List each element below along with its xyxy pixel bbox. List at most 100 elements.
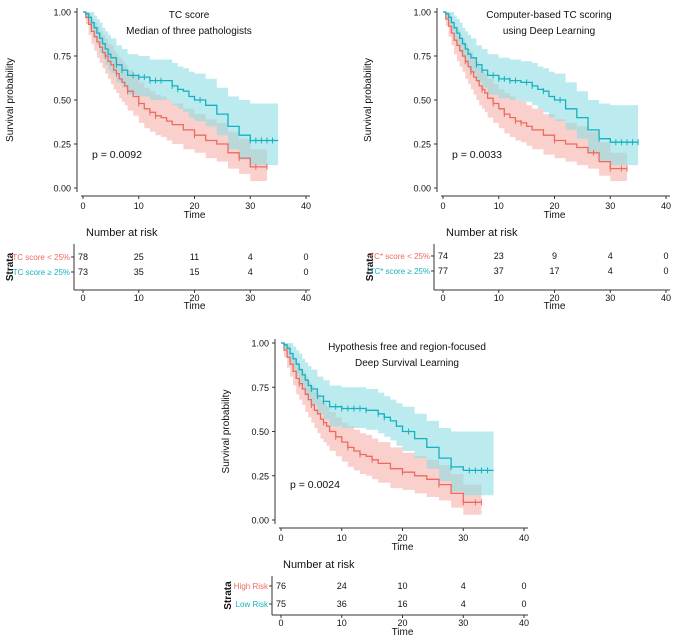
chart-title-line: Deep Survival Learning xyxy=(355,358,459,369)
risk-count: 78 xyxy=(78,252,88,262)
risk-x-axis-label: Time xyxy=(184,301,206,312)
risk-x-tick-label: 0 xyxy=(80,293,85,303)
risk-x-axis-label: Time xyxy=(392,627,414,637)
risk-count: 35 xyxy=(134,267,144,277)
y-axis-label: Survival probability xyxy=(5,58,16,142)
survival-curve-cyan xyxy=(281,342,494,472)
x-tick-label: 40 xyxy=(519,533,529,543)
x-tick-label: 0 xyxy=(80,201,85,211)
risk-count: 11 xyxy=(190,252,199,262)
x-tick-label: 20 xyxy=(189,201,199,211)
p-value: p = 0.0033 xyxy=(452,149,502,161)
x-tick-label: 40 xyxy=(301,201,311,211)
risk-count: 74 xyxy=(438,251,448,261)
risk-count: 0 xyxy=(521,581,526,591)
y-axis-label: Survival probability xyxy=(363,58,374,142)
y-tick-label: 0.75 xyxy=(53,52,71,62)
y-tick-label: 0.00 xyxy=(251,516,269,526)
risk-count: 36 xyxy=(337,599,347,609)
risk-x-tick-label: 20 xyxy=(549,293,559,303)
x-tick-label: 30 xyxy=(605,201,615,211)
risk-count: 4 xyxy=(248,267,253,277)
x-tick-label: 20 xyxy=(549,201,559,211)
risk-row-label: TC score < 25% xyxy=(12,253,70,262)
risk-count: 0 xyxy=(303,267,308,277)
risk-count: 10 xyxy=(397,581,407,591)
risk-table-title: Number at risk xyxy=(446,227,518,239)
p-value: p = 0.0024 xyxy=(290,479,340,491)
x-tick-label: 0 xyxy=(278,533,283,543)
risk-count: 75 xyxy=(276,599,286,609)
km-panel-1: 0.000.250.500.751.000 10 20 30 40TimeSurviva… xyxy=(5,8,311,313)
x-axis-label: Time xyxy=(392,542,414,553)
risk-count: 73 xyxy=(78,267,88,277)
risk-count: 24 xyxy=(337,581,347,591)
confidence-band-cyan xyxy=(443,12,639,166)
risk-x-tick-label: 0 xyxy=(440,293,445,303)
risk-count: 37 xyxy=(494,266,504,276)
risk-x-axis-label: Time xyxy=(544,301,566,312)
y-tick-label: 0.75 xyxy=(413,52,431,62)
risk-x-tick-label: 40 xyxy=(661,293,671,303)
risk-count: 9 xyxy=(552,251,557,261)
risk-x-tick-label: 30 xyxy=(458,618,468,628)
risk-x-tick-label: 40 xyxy=(519,618,529,628)
risk-count: 0 xyxy=(303,252,308,262)
risk-x-tick-label: 0 xyxy=(278,618,283,628)
x-axis-label: Time xyxy=(184,210,206,221)
y-tick-label: 0.25 xyxy=(413,140,431,150)
chart-title-line: using Deep Learning xyxy=(503,26,595,37)
km-panel-2: 0.000.250.500.751.000 10 20 30 40TimeSurviva… xyxy=(363,8,671,313)
risk-count: 0 xyxy=(521,599,526,609)
y-tick-label: 1.00 xyxy=(53,8,71,18)
x-tick-label: 40 xyxy=(661,201,671,211)
risk-x-tick-label: 10 xyxy=(494,293,504,303)
risk-row-label: TC score ≥ 25% xyxy=(13,268,70,277)
x-tick-label: 10 xyxy=(494,201,504,211)
risk-count: 25 xyxy=(134,252,144,262)
chart-title-line: TC score xyxy=(169,10,210,21)
x-tick-label: 20 xyxy=(397,533,407,543)
y-tick-label: 0.75 xyxy=(251,383,269,393)
chart-title-line: Hypothesis free and region-focused xyxy=(328,342,486,353)
risk-count: 4 xyxy=(461,599,466,609)
strata-label: Strata xyxy=(223,581,234,610)
survival-curve-red xyxy=(443,11,627,170)
risk-count: 0 xyxy=(663,251,668,261)
risk-count: 77 xyxy=(438,266,448,276)
y-tick-label: 0.25 xyxy=(53,140,71,150)
risk-count: 4 xyxy=(608,251,613,261)
risk-table-title: Number at risk xyxy=(86,227,158,239)
p-value: p = 0.0092 xyxy=(92,149,142,161)
chart-title-line: Computer-based TC scoring xyxy=(486,10,611,21)
risk-x-tick-label: 40 xyxy=(301,293,311,303)
confidence-band-red xyxy=(443,12,627,181)
y-tick-label: 0.50 xyxy=(251,427,269,437)
risk-x-tick-label: 10 xyxy=(134,293,144,303)
x-tick-label: 30 xyxy=(245,201,255,211)
y-tick-label: 0.50 xyxy=(413,96,431,106)
x-tick-label: 0 xyxy=(440,201,445,211)
risk-x-tick-label: 30 xyxy=(605,293,615,303)
risk-count: 4 xyxy=(248,252,253,262)
risk-count: 17 xyxy=(549,266,559,276)
risk-count: 15 xyxy=(189,267,199,277)
risk-x-tick-label: 30 xyxy=(245,293,255,303)
risk-x-tick-label: 20 xyxy=(397,618,407,628)
risk-x-tick-label: 10 xyxy=(337,618,347,628)
risk-x-tick-label: 20 xyxy=(189,293,199,303)
y-tick-label: 1.00 xyxy=(413,8,431,18)
risk-table-title: Number at risk xyxy=(283,559,355,571)
confidence-band-red xyxy=(83,12,267,181)
chart-title-line: Median of three pathologists xyxy=(126,26,252,37)
y-tick-label: 0.00 xyxy=(53,184,71,194)
survival-curve-red xyxy=(281,342,482,503)
strata-label: Strata xyxy=(5,252,16,281)
risk-row-label: High Risk xyxy=(234,582,269,591)
risk-count: 0 xyxy=(663,266,668,276)
survival-curve-cyan xyxy=(83,11,279,142)
risk-count: 76 xyxy=(276,581,286,591)
risk-row-label: TC* score ≥ 25% xyxy=(370,267,430,276)
y-tick-label: 0.25 xyxy=(251,471,269,481)
